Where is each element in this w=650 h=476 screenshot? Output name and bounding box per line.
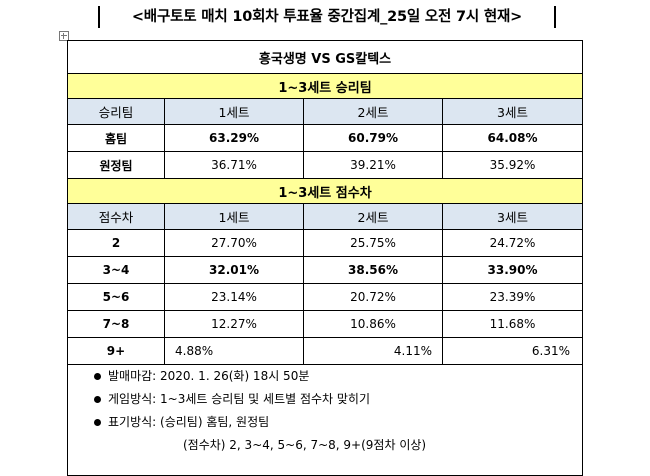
table-row: 9+ 4.88% 4.11% 6.31%	[67, 337, 584, 365]
vote-rate-table: 흥국생명 VS GS칼텍스 1~3세트 승리팀 승리팀 1세트 2세트 3세트 …	[66, 40, 584, 476]
note-text: 표기방식: (승리팀) 홈팀, 원정팀	[108, 415, 270, 429]
row-label: 2	[67, 229, 165, 257]
header-cell: 1세트	[164, 203, 304, 230]
row-label: 3~4	[67, 256, 165, 284]
value-cell: 36.71%	[164, 151, 304, 179]
row-label: 홈팀	[67, 124, 165, 152]
row-label: 7~8	[67, 310, 165, 338]
value-cell: 24.72%	[441, 229, 584, 257]
row-label: 5~6	[67, 283, 165, 311]
value-cell: 32.01%	[164, 256, 304, 284]
value-cell: 6.31%	[441, 337, 584, 365]
bullet-icon	[94, 419, 101, 426]
row-label: 원정팀	[67, 151, 165, 179]
value-cell: 63.29%	[164, 124, 304, 152]
table-header-win: 승리팀 1세트 2세트 3세트	[67, 98, 584, 125]
table-anchor-icon[interactable]	[59, 31, 69, 41]
note-item: 발매마감: 2020. 1. 26(화) 18시 50분	[69, 366, 582, 389]
value-cell: 23.39%	[441, 283, 584, 311]
table-header-diff: 점수차 1세트 2세트 3세트	[67, 203, 584, 230]
bullet-icon	[94, 373, 101, 380]
value-cell: 4.11%	[303, 337, 443, 365]
value-cell: 39.21%	[303, 151, 443, 179]
notes-cell: 발매마감: 2020. 1. 26(화) 18시 50분 게임방식: 1~3세트…	[66, 364, 584, 476]
page-title: <배구토토 매치 10회차 투표율 중간집계_25일 오전 7시 현재>	[98, 6, 556, 28]
header-cell: 3세트	[441, 203, 584, 230]
value-cell: 33.90%	[441, 256, 584, 284]
value-cell: 35.92%	[441, 151, 584, 179]
value-cell: 10.86%	[303, 310, 443, 338]
value-cell: 38.56%	[303, 256, 443, 284]
section-title-diff: 1~3세트 점수차	[66, 178, 584, 204]
row-label: 9+	[67, 337, 165, 365]
value-cell: 11.68%	[441, 310, 584, 338]
value-cell: 25.75%	[303, 229, 443, 257]
table-row: 7~8 12.27% 10.86% 11.68%	[67, 310, 584, 338]
table-row: 3~4 32.01% 38.56% 33.90%	[67, 256, 584, 284]
table-row: 홈팀 63.29% 60.79% 64.08%	[67, 124, 584, 152]
table-row: 5~6 23.14% 20.72% 23.39%	[67, 283, 584, 311]
value-cell: 23.14%	[164, 283, 304, 311]
value-cell: 4.88%	[164, 337, 304, 365]
section-title-win: 1~3세트 승리팀	[66, 73, 584, 99]
note-item: 표기방식: (승리팀) 홈팀, 원정팀	[69, 411, 582, 434]
bullet-icon	[94, 396, 101, 403]
value-cell: 64.08%	[441, 124, 584, 152]
header-cell: 1세트	[164, 98, 304, 125]
header-cell: 2세트	[303, 98, 443, 125]
table-row: 원정팀 36.71% 39.21% 35.92%	[67, 151, 584, 179]
header-cell: 승리팀	[67, 98, 165, 125]
note-item: 게임방식: 1~3세트 승리팀 및 세트별 점수차 맞히기	[69, 388, 582, 411]
header-cell: 점수차	[67, 203, 165, 230]
value-cell: 27.70%	[164, 229, 304, 257]
note-text: (점수차) 2, 3~4, 5~6, 7~8, 9+(9점차 이상)	[183, 438, 427, 452]
match-title: 흥국생명 VS GS칼텍스	[66, 40, 584, 74]
value-cell: 20.72%	[303, 283, 443, 311]
header-cell: 2세트	[303, 203, 443, 230]
note-item: (점수차) 2, 3~4, 5~6, 7~8, 9+(9점차 이상)	[69, 434, 582, 457]
note-text: 발매마감: 2020. 1. 26(화) 18시 50분	[108, 369, 310, 383]
table-row: 2 27.70% 25.75% 24.72%	[67, 229, 584, 257]
value-cell: 12.27%	[164, 310, 304, 338]
value-cell: 60.79%	[303, 124, 443, 152]
note-text: 게임방식: 1~3세트 승리팀 및 세트별 점수차 맞히기	[108, 392, 371, 406]
header-cell: 3세트	[441, 98, 584, 125]
